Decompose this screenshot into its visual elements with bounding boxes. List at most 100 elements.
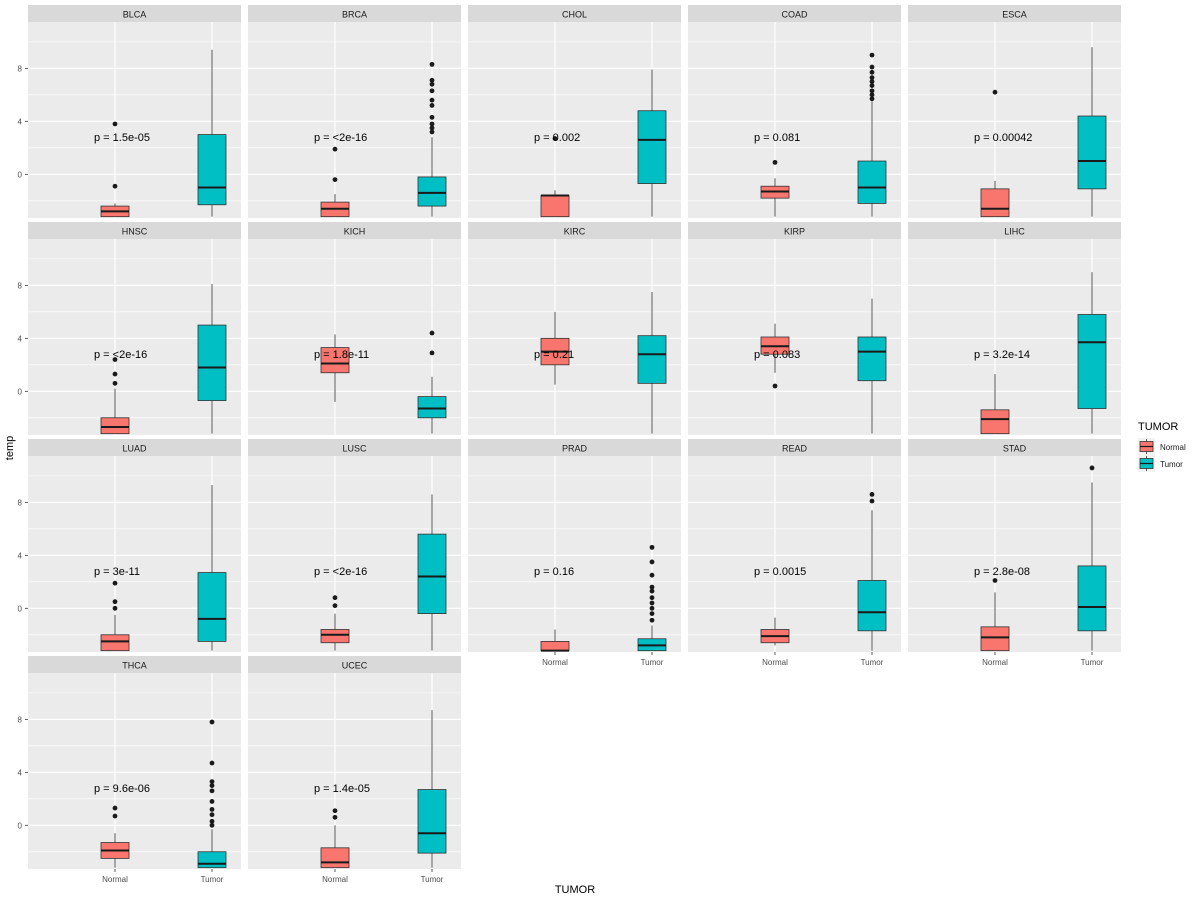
outlier-point — [649, 584, 655, 590]
legend-entry-tumor: Tumor — [1138, 455, 1183, 472]
y-tick-label: 8 — [18, 498, 23, 507]
boxplot-tumor — [417, 710, 447, 868]
facet-title: BLCA — [123, 10, 147, 20]
facet-strip — [688, 439, 901, 456]
outlier-point — [552, 136, 558, 141]
p-value-label: p = 0.081 — [754, 132, 800, 144]
y-tick-label: 8 — [18, 715, 23, 724]
y-tick-label: 8 — [18, 281, 23, 290]
box-iqr — [417, 396, 447, 419]
panel-background — [468, 456, 681, 652]
outlier-point — [772, 159, 778, 165]
outlier-point — [992, 578, 998, 583]
outlier-point — [869, 79, 875, 84]
boxplot-normal — [320, 334, 350, 402]
x-tick-label: Tumor — [201, 875, 224, 884]
boxplot-tumor — [637, 69, 667, 217]
outlier-point — [209, 760, 215, 766]
facet-strip — [28, 222, 241, 239]
facet-title: ESCA — [1002, 10, 1027, 20]
box-iqr — [857, 580, 887, 632]
outlier-point — [429, 114, 435, 120]
facet-strip — [468, 439, 681, 456]
legend-label: Tumor — [1160, 460, 1183, 469]
box-iqr — [320, 629, 350, 644]
x-tick-label: Tumor — [641, 658, 664, 667]
outlier-point — [209, 812, 215, 818]
box-iqr — [637, 110, 667, 184]
boxplot-tumor — [197, 284, 227, 434]
boxplot-tumor — [417, 330, 447, 434]
outlier-point — [649, 588, 655, 594]
facet-panel-kirp: KIRP p = 0.083 — [688, 222, 901, 435]
facet-title: UCEC — [342, 661, 368, 671]
y-tick-label: 4 — [18, 334, 23, 343]
outlier-point — [429, 88, 435, 94]
boxplot-tumor — [1077, 47, 1107, 217]
outlier-point — [112, 605, 118, 611]
x-tick-label: Normal — [762, 658, 788, 667]
boxplot-normal — [760, 159, 790, 217]
outlier-point — [869, 92, 875, 98]
facet-strip — [688, 5, 901, 22]
box-iqr — [857, 160, 887, 204]
facet-panel-lusc: LUSC p = <2e-16 — [248, 439, 461, 652]
y-axis-title: temp — [4, 436, 16, 460]
facet-title: COAD — [781, 10, 808, 20]
facet-title: READ — [782, 444, 808, 454]
outlier-point — [429, 125, 435, 131]
x-axis-title: TUMOR — [555, 884, 595, 896]
p-value-label: p = 0.0015 — [754, 566, 806, 578]
facet-strip — [248, 439, 461, 456]
p-value-label: p = <2e-16 — [94, 349, 147, 361]
boxplot-tumor — [197, 485, 227, 651]
boxplot-tumor — [417, 61, 447, 217]
outlier-point — [869, 83, 875, 88]
boxplot-normal — [100, 357, 130, 435]
box-iqr — [857, 336, 887, 382]
boxplot-normal — [980, 374, 1010, 435]
legend: TUMOR Normal Tumor — [1138, 421, 1186, 472]
outlier-point — [429, 350, 435, 356]
boxplot-normal — [320, 146, 350, 218]
facet-panel-kirc: KIRC p = 0.21 — [468, 222, 681, 435]
outlier-point — [209, 783, 215, 788]
outlier-point — [112, 805, 118, 811]
p-value-label: p = 2.8e-08 — [974, 566, 1030, 578]
facet-strip — [468, 222, 681, 239]
x-tick-label: Normal — [102, 875, 128, 884]
facet-title: CHOL — [562, 10, 587, 20]
facet-title: LUSC — [342, 444, 367, 454]
facet-panel-stad: STAD p = 2.8e-08 — [908, 439, 1121, 652]
box-iqr — [100, 634, 130, 652]
y-tick-label: 0 — [18, 170, 23, 179]
y-tick-label: 4 — [18, 768, 23, 777]
boxplot-normal — [100, 805, 130, 868]
outlier-point — [209, 779, 215, 784]
x-tick-label: Tumor — [1081, 658, 1104, 667]
outlier-point — [649, 605, 655, 611]
outlier-point — [649, 544, 655, 550]
box-iqr — [197, 324, 227, 401]
facet-panel-thca: THCA p = 9.6e-06 — [28, 656, 241, 869]
outlier-point — [429, 103, 435, 108]
outlier-point — [209, 719, 215, 725]
boxplot-normal — [320, 595, 350, 651]
p-value-label: p = 0.21 — [534, 349, 574, 361]
facet-strip — [248, 222, 461, 239]
outlier-point — [209, 822, 215, 828]
boxplot-tumor — [1077, 465, 1107, 651]
outlier-point — [869, 75, 875, 81]
facet-title: KICH — [344, 227, 366, 237]
boxplot-tumor — [197, 49, 227, 217]
box-iqr — [320, 847, 350, 869]
p-value-label: p = 3.2e-14 — [974, 349, 1030, 361]
outlier-point — [112, 183, 118, 189]
outlier-point — [429, 97, 435, 103]
panel-background — [28, 673, 241, 869]
box-iqr — [417, 533, 447, 614]
y-tick-label: 0 — [18, 604, 23, 613]
boxplot-normal — [760, 617, 790, 646]
box-iqr — [540, 641, 570, 652]
x-tick-label: Tumor — [421, 875, 444, 884]
